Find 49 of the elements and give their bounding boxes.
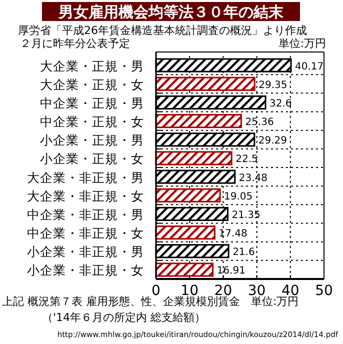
x-tick-label: 50 — [315, 283, 333, 299]
data-label: 17.48 — [218, 228, 248, 240]
data-label: 29.35 — [258, 80, 288, 91]
chart-title: 男女雇用機会均等法３０年の結末 — [58, 3, 284, 21]
text: ２月に昨年分公表予定 — [20, 37, 130, 50]
y-tick-label: 大企業・正規・男 — [40, 58, 144, 74]
bar: 21.35 — [155, 206, 260, 221]
chart-subtitle: 厚労省「平成26年賃金構造基本統計調査の概況」より作成 — [18, 24, 307, 37]
data-label: 23.48 — [238, 172, 268, 184]
bar: 23.48 — [155, 170, 268, 184]
y-tick-label: 大企業・非正規・女 — [27, 188, 144, 204]
y-tick-label: 大企業・正規・女 — [40, 76, 144, 92]
bar: 40.17 — [155, 58, 324, 72]
data-label: 22.5 — [236, 154, 258, 166]
bar: 25.36 — [155, 114, 274, 128]
data-label: 21.6 — [232, 247, 255, 258]
y-tick-label: 小企業・正規・女 — [40, 151, 144, 166]
data-label: 40.17 — [294, 61, 324, 72]
data-label: 29.29 — [258, 136, 288, 147]
bar: 17.48 — [155, 226, 248, 240]
bar: 19.05 — [155, 188, 253, 202]
data-label: 19.05 — [224, 191, 253, 202]
data-label: 25.36 — [245, 117, 274, 128]
bar: 29.29 — [155, 132, 288, 147]
bar — [155, 188, 221, 202]
bar: 16.91 — [155, 262, 246, 277]
bar: 29.35 — [155, 76, 288, 91]
data-label: 16.91 — [216, 266, 246, 277]
text: 単位:万円 — [278, 37, 326, 50]
bar: 32.6 — [155, 95, 292, 110]
y-tick-label: 大企業・非正規・男 — [27, 170, 144, 185]
bar — [155, 114, 242, 128]
y-tick-label: 小企業・非正規・女 — [27, 262, 144, 278]
x-tick-label: 0 — [152, 283, 160, 299]
bar — [155, 226, 216, 240]
y-tick-label: 中企業・正規・男 — [40, 95, 144, 110]
bar — [155, 76, 256, 91]
y-tick-label: 中企業・正規・女 — [40, 114, 144, 130]
bar — [155, 262, 214, 277]
y-tick-label: 中企業・非正規・男 — [27, 206, 144, 222]
bar: 22.5 — [155, 151, 258, 166]
y-tick-label: 小企業・非正規・男 — [27, 244, 144, 260]
y-tick-label: 中企業・非正規・女 — [27, 226, 144, 241]
bar: 21.6 — [155, 244, 255, 258]
y-tick-label: 小企業・正規・男 — [40, 132, 144, 148]
bar — [155, 151, 232, 166]
data-label: 32.6 — [270, 98, 292, 110]
text: （'14年６月の所定内 総支給額） — [42, 311, 206, 324]
data-label: 21.35 — [232, 210, 260, 221]
